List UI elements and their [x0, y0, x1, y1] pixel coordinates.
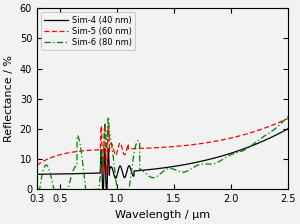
- Sim-5 (60 nm): [254, 130, 258, 132]
- Sim-6 (80 nm): [286, 115, 290, 118]
- Sim-4 (40 nm): [142, 169, 146, 171]
- Sim-4 (40 nm): [254, 143, 258, 145]
- Sim-4 (40 nm): [131, 175, 135, 178]
- Sim-4 (40 nm): [35, 173, 39, 176]
- Sim-5 (60 nm): [64, 152, 68, 155]
- X-axis label: Wavelength / μm: Wavelength / μm: [115, 210, 210, 220]
- Sim-5 (60 nm): [286, 117, 290, 120]
- Sim-4 (40 nm): [79, 172, 82, 175]
- Sim-6 (80 nm): [142, 171, 146, 173]
- Sim-5 (60 nm): [281, 119, 285, 122]
- Sim-4 (40 nm): [64, 172, 68, 175]
- Legend: Sim-4 (40 nm), Sim-5 (60 nm), Sim-6 (80 nm): Sim-4 (40 nm), Sim-5 (60 nm), Sim-6 (80 …: [41, 12, 135, 50]
- Line: Sim-6 (80 nm): Sim-6 (80 nm): [37, 116, 288, 190]
- Line: Sim-4 (40 nm): Sim-4 (40 nm): [37, 129, 288, 190]
- Sim-6 (80 nm): [281, 120, 285, 123]
- Sim-5 (60 nm): [131, 147, 135, 150]
- Sim-4 (40 nm): [286, 127, 290, 130]
- Sim-6 (80 nm): [79, 145, 82, 148]
- Sim-4 (40 nm): [281, 130, 285, 133]
- Sim-6 (80 nm): [64, 188, 68, 191]
- Sim-5 (60 nm): [101, 172, 105, 175]
- Sim-6 (80 nm): [35, 188, 39, 191]
- Sim-5 (60 nm): [142, 147, 146, 150]
- Sim-6 (80 nm): [254, 141, 258, 143]
- Sim-5 (60 nm): [35, 164, 39, 167]
- Y-axis label: Reflectance / %: Reflectance / %: [4, 55, 14, 142]
- Sim-5 (60 nm): [79, 150, 82, 153]
- Sim-6 (80 nm): [131, 157, 135, 159]
- Sim-4 (40 nm): [101, 188, 104, 191]
- Line: Sim-5 (60 nm): Sim-5 (60 nm): [37, 118, 288, 174]
